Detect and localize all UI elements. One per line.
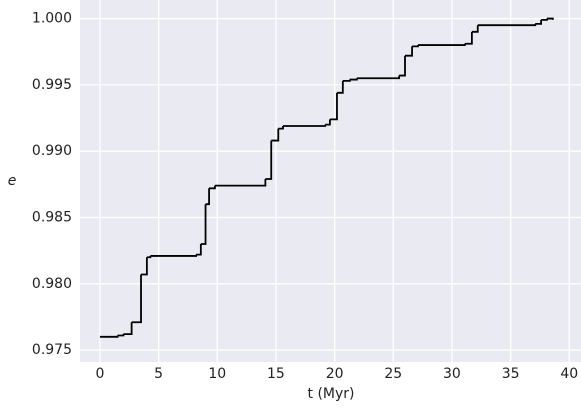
step-segment (271, 128, 280, 142)
step-segment (329, 92, 338, 121)
step-segment (214, 179, 267, 187)
step-segment (477, 23, 537, 27)
x-tick-label: 30 (443, 366, 461, 382)
step-segment (546, 17, 554, 20)
step-segment (205, 188, 210, 206)
y-tick-label: 0.990 (32, 143, 72, 159)
step-segment (131, 274, 142, 324)
step-segment (399, 55, 406, 77)
step-segment (417, 43, 466, 46)
x-tick-label: 20 (326, 366, 344, 382)
step-segment (535, 19, 543, 25)
step-segment (196, 243, 202, 256)
step-segment (117, 334, 125, 337)
step-segment (265, 140, 273, 180)
step-segment (336, 80, 344, 94)
step-segment (325, 119, 331, 126)
x-tick-label: 35 (502, 366, 520, 382)
step-segment (471, 25, 479, 33)
step-segment (146, 255, 152, 259)
y-axis-label: e (8, 173, 17, 189)
plot-background (80, 0, 581, 362)
step-segment (464, 31, 473, 45)
x-axis-label: t (Myr) (308, 386, 355, 402)
x-tick-label: 5 (154, 366, 163, 382)
x-tick-label: 10 (208, 366, 226, 382)
x-tick-label: 0 (95, 366, 104, 382)
step-segment (356, 75, 401, 80)
step-segment (342, 79, 351, 82)
step-segment (282, 124, 327, 127)
step-segment (541, 18, 548, 21)
step-segment (141, 257, 148, 276)
x-tick-label: 40 (560, 366, 578, 382)
y-tick-label: 0.995 (32, 77, 72, 93)
y-tick-label: 0.975 (32, 342, 72, 358)
step-segment (405, 46, 413, 57)
step-segment (200, 204, 207, 245)
step-segment (123, 322, 133, 336)
x-tick-label: 25 (384, 366, 402, 382)
y-tick-label: 1.000 (32, 11, 72, 27)
step-segment (349, 78, 358, 81)
y-tick-label: 0.980 (32, 276, 72, 292)
step-segment (278, 125, 284, 130)
y-tick-label: 0.985 (32, 209, 72, 225)
x-tick-label: 15 (267, 366, 285, 382)
